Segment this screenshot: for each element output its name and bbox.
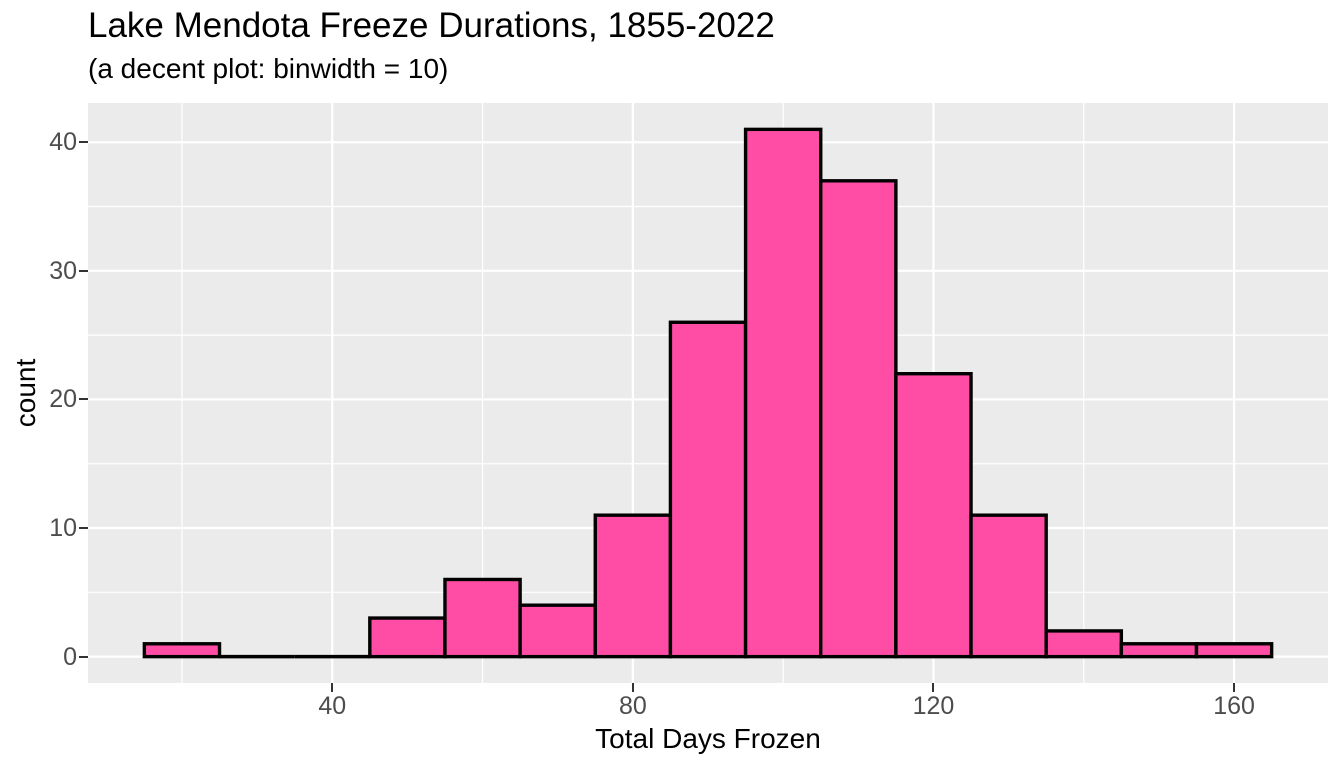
histogram-bar [142,642,222,659]
y-tick-label: 0 [63,642,77,671]
x-tick-label: 120 [912,692,955,720]
x-tick-mark [331,683,334,692]
y-tick-mark [79,655,88,658]
x-tick-label: 160 [1213,692,1255,720]
histogram-bar [1194,642,1274,659]
y-tick-mark [79,269,88,272]
y-tick-label: 40 [49,128,77,157]
histogram-bar [969,513,1048,659]
histogram-plot-area [88,103,1328,683]
x-tick-label: 80 [618,692,647,720]
x-tick-mark [631,683,634,692]
x-tick-mark [1233,683,1236,692]
chart-subtitle: (a decent plot: binwidth = 10) [88,53,449,84]
x-tick-label: 40 [318,692,347,720]
histogram-bar [518,603,597,659]
y-tick-label: 30 [49,256,77,285]
y-tick-mark [79,527,88,530]
histogram-bar [593,513,673,659]
histogram-bar [668,320,748,659]
plot-panel [88,103,1328,683]
histogram-bar [819,179,898,659]
histogram-bar [368,616,447,659]
y-tick-mark [79,141,88,144]
x-axis-title: Total Days Frozen [595,723,821,754]
histogram-bar [443,577,522,659]
y-tick-mark [79,398,88,401]
y-tick-label: 10 [49,514,77,543]
histogram-bar [1044,629,1124,659]
chart-title: Lake Mendota Freeze Durations, 1855-2022 [88,6,775,45]
histogram-bar [894,372,973,659]
histogram-bar [1119,642,1199,659]
x-tick-mark [932,683,935,692]
y-tick-label: 20 [49,385,77,414]
histogram-bar [743,127,823,659]
